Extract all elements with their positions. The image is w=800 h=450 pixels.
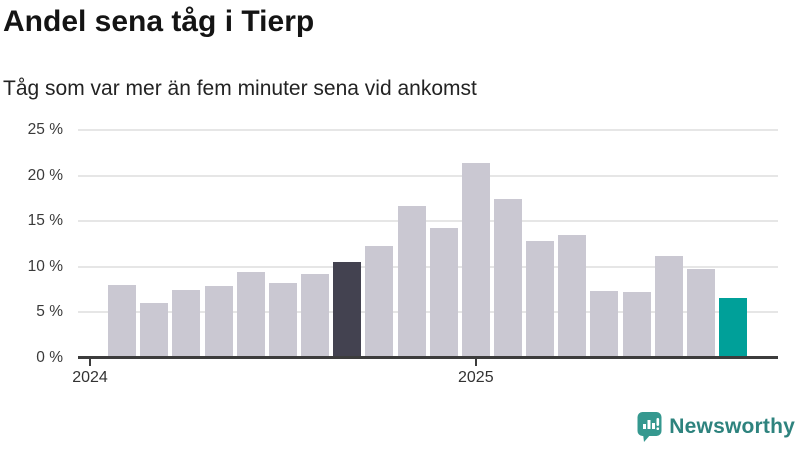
bar-3 bbox=[172, 290, 201, 358]
gridline-10 bbox=[78, 265, 778, 268]
x-axis-label-2025: 2025 bbox=[458, 368, 494, 386]
bar-5 bbox=[236, 271, 265, 358]
bar-8-dark bbox=[333, 261, 362, 358]
bar-2 bbox=[140, 302, 169, 358]
bar-20-accent bbox=[719, 298, 747, 358]
y-axis-label-0: 0 % bbox=[36, 348, 63, 366]
bar-15 bbox=[558, 234, 587, 358]
y-axis-label-20: 20 % bbox=[27, 166, 63, 184]
bar-9 bbox=[365, 246, 394, 358]
newsworthy-wordmark: Newsworthy bbox=[669, 415, 795, 438]
bar-10 bbox=[397, 206, 426, 358]
newsworthy-brand[interactable]: Newsworthy bbox=[637, 411, 795, 443]
bar-13 bbox=[493, 199, 522, 358]
bar-18 bbox=[654, 256, 683, 358]
chart-title: Andel sena tåg i Tierp bbox=[3, 5, 315, 38]
bar-1 bbox=[108, 284, 137, 358]
chart-subtitle: Tåg som var mer än fem minuter sena vid … bbox=[3, 77, 477, 100]
bar-11 bbox=[429, 228, 458, 358]
newsworthy-logo-icon bbox=[637, 412, 662, 442]
bar-6 bbox=[268, 282, 297, 358]
bar-12 bbox=[461, 162, 490, 358]
bar-4 bbox=[204, 285, 233, 358]
y-axis-label-25: 25 % bbox=[27, 121, 63, 138]
bar-16 bbox=[590, 291, 619, 358]
gridline-25 bbox=[78, 129, 778, 131]
x-axis-tick-2024 bbox=[89, 359, 91, 366]
bar-17 bbox=[622, 291, 651, 358]
x-axis-label-2024: 2024 bbox=[72, 368, 108, 386]
x-axis-tick-2025 bbox=[474, 359, 477, 366]
bar-14 bbox=[526, 241, 555, 358]
y-axis-label-5: 5 % bbox=[36, 303, 63, 320]
bar-7 bbox=[301, 273, 330, 358]
x-axis-line bbox=[78, 356, 778, 359]
bar-19 bbox=[686, 269, 715, 358]
y-axis-label-15: 15 % bbox=[27, 212, 63, 229]
gridline-15 bbox=[78, 220, 778, 222]
gridline-5 bbox=[78, 311, 778, 313]
gridline-20 bbox=[78, 174, 778, 177]
y-axis-label-10: 10 % bbox=[27, 257, 63, 275]
